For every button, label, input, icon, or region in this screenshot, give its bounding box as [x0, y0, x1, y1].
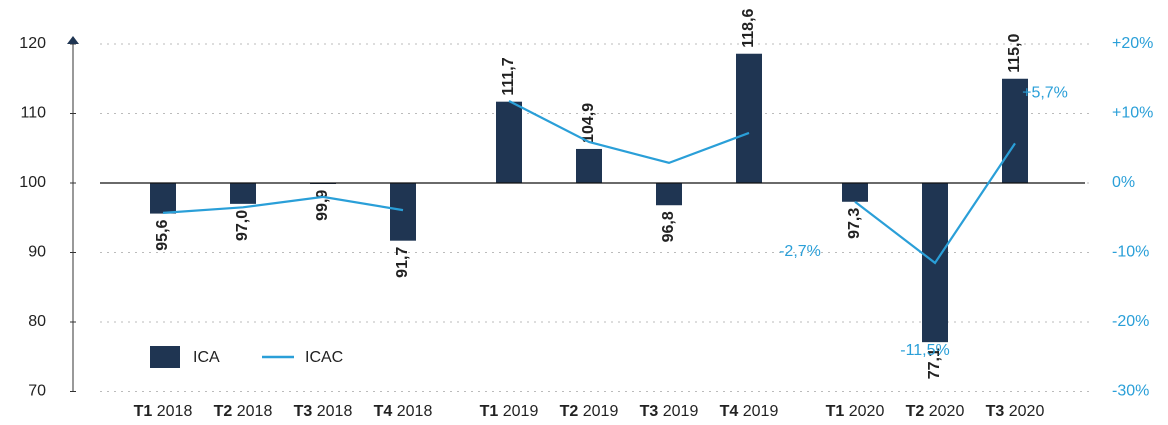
y-tick-label: 90: [28, 244, 46, 261]
bar-value-label: 118,6: [740, 8, 757, 47]
bar: [736, 53, 762, 184]
line-value-label: -11,5%: [900, 342, 950, 359]
bar-value-label: 99,9: [314, 190, 331, 221]
bar-value-label: 115,0: [1006, 33, 1023, 72]
bar: [1002, 78, 1028, 183]
legend-label: ICA: [193, 349, 220, 366]
bar: [230, 183, 256, 204]
y-tick-label: 100: [19, 174, 46, 191]
y2-tick-label: +10%: [1112, 105, 1153, 122]
legend-swatch: [150, 346, 180, 368]
x-tick-label: T3 2018: [294, 403, 353, 420]
bar-value-label: 97,0: [234, 210, 251, 241]
y2-tick-label: -20%: [1112, 313, 1149, 330]
x-tick-label: T3 2020: [986, 403, 1045, 420]
bar-value-label: 97,3: [846, 208, 863, 239]
bar: [496, 101, 522, 183]
y-axis-arrow: [67, 36, 79, 44]
x-tick-label: T1 2018: [134, 403, 193, 420]
x-tick-label: T2 2018: [214, 403, 273, 420]
bar: [576, 148, 602, 183]
y2-tick-label: +20%: [1112, 35, 1153, 52]
x-tick-label: T1 2019: [480, 403, 539, 420]
bar: [842, 183, 868, 202]
y2-tick-label: -30%: [1112, 383, 1149, 400]
y-tick-label: 110: [20, 105, 46, 122]
y-tick-label: 70: [28, 383, 46, 400]
x-tick-label: T3 2019: [640, 403, 699, 420]
line-value-label: +5,7%: [1022, 85, 1068, 102]
bar-value-label: 95,6: [154, 219, 171, 250]
x-tick-label: T2 2019: [560, 403, 619, 420]
bar: [150, 183, 176, 214]
line-value-label: -2,7%: [779, 243, 821, 260]
x-tick-label: T4 2018: [374, 403, 433, 420]
bar-value-label: 111,7: [500, 57, 517, 95]
y-tick-label: 80: [28, 313, 46, 330]
bar: [656, 183, 682, 206]
x-tick-label: T4 2019: [720, 403, 779, 420]
y2-tick-label: -10%: [1112, 244, 1149, 261]
y-tick-label: 120: [19, 35, 46, 52]
legend-label: ICAC: [305, 349, 343, 366]
bar-value-label: 77,1: [926, 348, 943, 379]
line: [162, 100, 1016, 265]
x-tick-label: T2 2020: [906, 403, 965, 420]
bar-value-label: 91,7: [394, 247, 411, 278]
y2-tick-label: 0%: [1112, 174, 1135, 191]
bar-value-label: 96,8: [660, 211, 677, 242]
bar-value-label: 104,9: [580, 103, 597, 143]
bar: [390, 183, 416, 241]
x-tick-label: T1 2020: [826, 403, 885, 420]
